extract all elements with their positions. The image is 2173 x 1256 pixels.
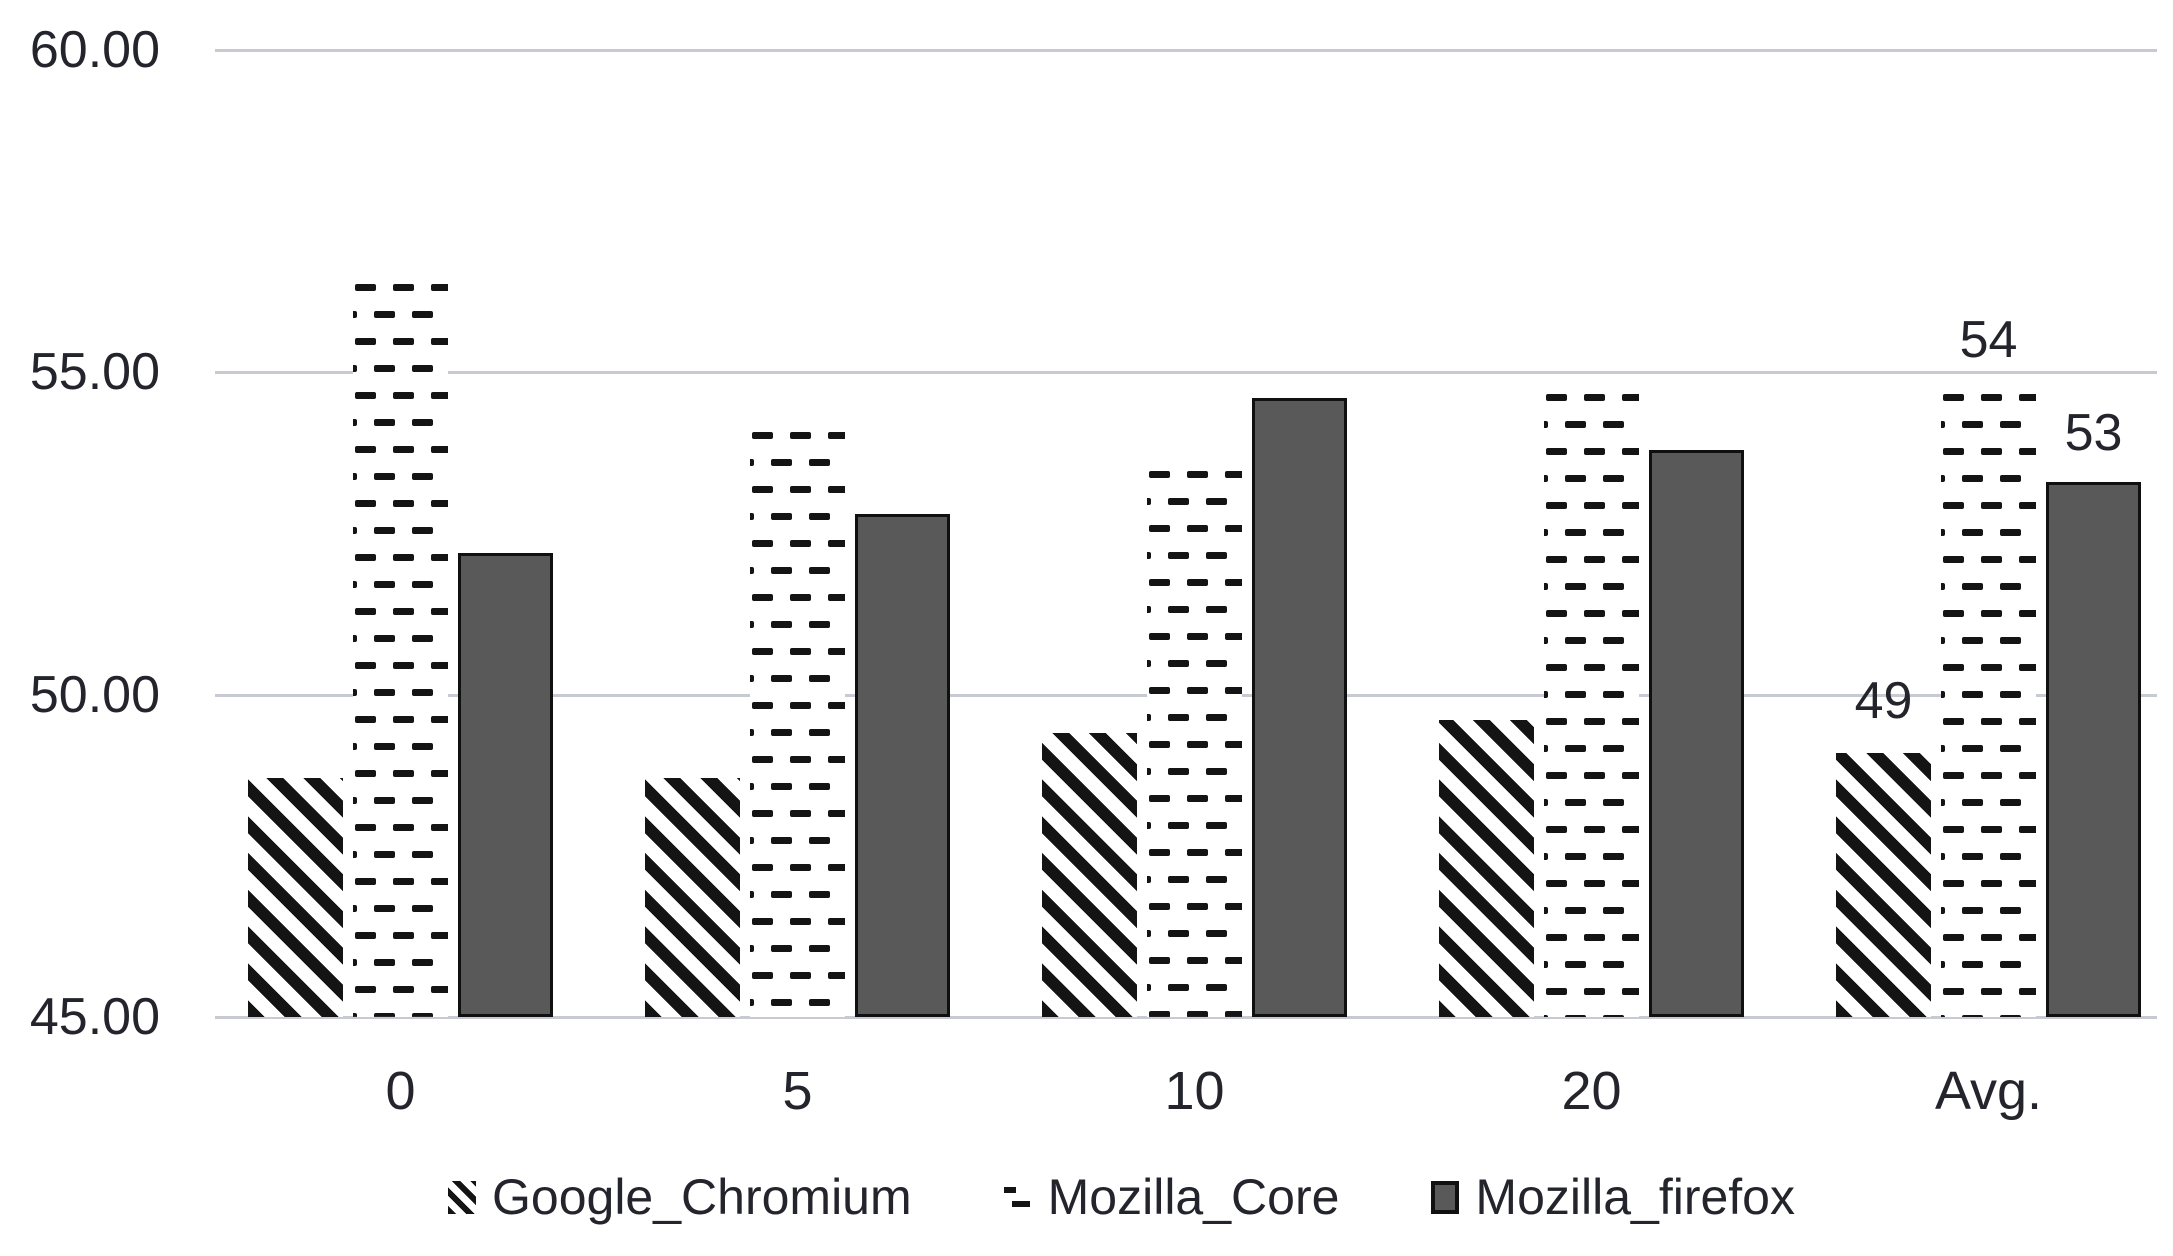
bar-mozilla-core-avg: 54 (1941, 314, 2036, 1017)
x-axis-labels: 0 5 10 20 Avg. (202, 1061, 2173, 1121)
gridline (215, 1016, 2157, 1019)
bar-google-chromium-10 (1042, 733, 1137, 1017)
dash-pattern-fill (750, 430, 845, 1017)
bar-mozilla-core-20 (1544, 391, 1639, 1017)
dash-pattern-fill (1544, 391, 1639, 1017)
bar-mozilla-firefox-10 (1252, 398, 1347, 1017)
data-label-mozilla-core: 54 (1959, 310, 2018, 369)
data-label-mozilla-firefox: 53 (2064, 403, 2123, 462)
x-tick-label-10: 10 (1164, 1061, 1225, 1121)
bar-mozilla-core-0 (353, 282, 448, 1017)
legend-label-mozilla-core: Mozilla_Core (1047, 1169, 1340, 1225)
dash-pattern-fill (1941, 391, 2036, 1017)
legend-marker-mozilla-firefox-icon (1431, 1180, 1460, 1214)
bar-group-5 (645, 50, 950, 1017)
bar-mozilla-firefox-20 (1649, 449, 1744, 1017)
y-tick-label: 55.00 (29, 343, 160, 402)
category-slot-10 (996, 50, 1393, 1017)
bar-group-avg: 49 54 53 (1836, 50, 2141, 1017)
bar-google-chromium-avg: 49 (1836, 675, 1931, 1017)
y-tick-label: 45.00 (29, 988, 160, 1046)
bar-google-chromium-5 (645, 778, 740, 1017)
legend-marker-mozilla-core-icon (1003, 1180, 1032, 1214)
x-tick-label-5: 5 (782, 1061, 813, 1121)
bar-mozilla-firefox-5 (855, 514, 950, 1017)
y-tick-label: 50.00 (29, 665, 160, 724)
bar-mozilla-firefox-avg: 53 (2046, 407, 2141, 1017)
bar-google-chromium-0 (248, 778, 343, 1017)
category-slot-20 (1393, 50, 1790, 1017)
bar-group-10 (1042, 50, 1347, 1017)
data-label-google-chromium: 49 (1854, 671, 1913, 730)
dash-pattern-fill (353, 282, 448, 1017)
legend-label-google-chromium: Google_Chromium (492, 1169, 912, 1225)
x-tick-label-20: 20 (1561, 1061, 1622, 1121)
category-slot-avg: 49 54 53 (1790, 50, 2173, 1017)
gridline (215, 371, 2157, 375)
legend-item-google-chromium: Google_Chromium (448, 1172, 912, 1222)
bar-mozilla-core-5 (750, 430, 845, 1017)
legend-marker-google-chromium-icon (448, 1180, 476, 1214)
x-tick-label-avg: Avg. (1934, 1061, 2043, 1121)
legend: Google_Chromium Mozilla_Core Mozilla_firef… (0, 1172, 2173, 1222)
category-slot-5 (599, 50, 996, 1017)
bar-google-chromium-20 (1439, 720, 1534, 1017)
y-tick-label: 60.00 (29, 21, 160, 79)
category-slot-0 (202, 50, 599, 1017)
bar-mozilla-firefox-0 (458, 552, 553, 1017)
bar-group-20 (1439, 50, 1744, 1017)
gridline (215, 49, 2157, 52)
legend-label-mozilla-firefox: Mozilla_firefox (1475, 1169, 1795, 1225)
legend-item-mozilla-core: Mozilla_Core (1003, 1169, 1340, 1225)
bar-mozilla-core-10 (1147, 469, 1242, 1017)
bar-group-0 (248, 50, 553, 1017)
dash-pattern-fill (1147, 469, 1242, 1017)
legend-item-mozilla-firefox: Mozilla_firefox (1431, 1172, 1795, 1222)
plot-area: 49 54 53 (202, 50, 2173, 1017)
x-tick-label-0: 0 (385, 1061, 416, 1121)
